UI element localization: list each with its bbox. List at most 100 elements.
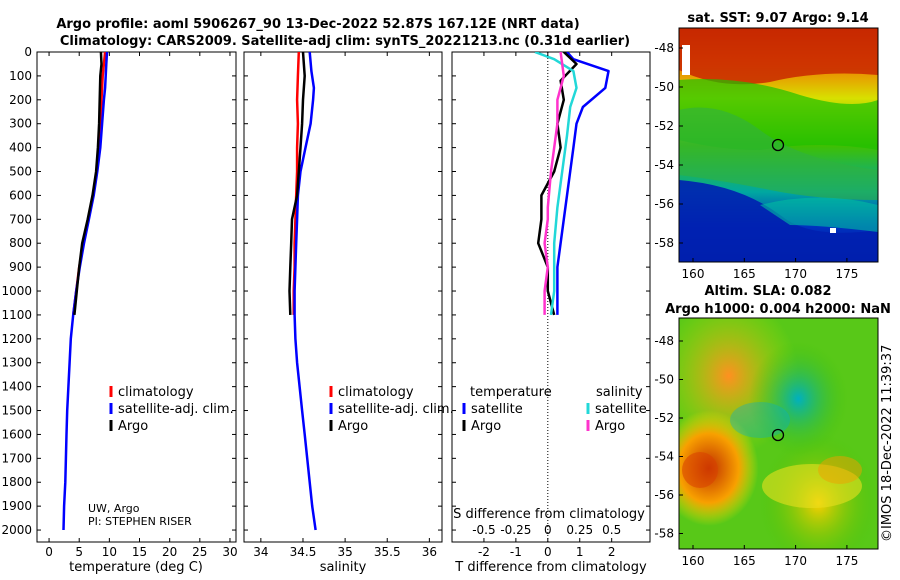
- lat-tick-label: -54: [654, 450, 674, 464]
- x-tick-label: 36: [422, 545, 437, 559]
- sst-lon-axis: 160 165 170 175: [682, 258, 858, 281]
- legend-label-temp-satellite: satellite: [471, 402, 523, 417]
- argo-location-marker-sla: [771, 428, 785, 442]
- difference-x-axis: -2 -1 0 1 2: [478, 52, 616, 559]
- x-tick-label: 0: [45, 545, 53, 559]
- lon-tick-label: 175: [835, 267, 858, 281]
- series-line-temperature-satellite: [556, 52, 610, 315]
- lat-tick-label: -56: [654, 197, 674, 211]
- depth-tick-label: 2000: [1, 523, 32, 537]
- depth-axis: 0 100 200 300 400 500 600 700 800 900 1000 1100 1200…: [1, 45, 650, 537]
- depth-tick-label: 1600: [1, 427, 32, 441]
- salinity-xlabel: salinity: [320, 560, 367, 575]
- sla-panel-title-2: Argo h1000: 0.004 h2000: NaN: [665, 302, 891, 317]
- lat-tick-label: -52: [654, 119, 674, 133]
- salinity-difference-x-axis: -0.5 -0.25 0 0.25 0.5: [472, 523, 621, 537]
- sla-map: [678, 317, 879, 550]
- x-tick-label: 10: [102, 545, 117, 559]
- salinity-panel-frame: [243, 51, 443, 543]
- salinity-plot: [288, 52, 317, 531]
- lon-tick-label: 160: [682, 554, 705, 568]
- argo-location-marker: [771, 138, 785, 152]
- lat-tick-label: -56: [654, 488, 674, 502]
- lon-tick-label: 160: [682, 267, 705, 281]
- x-tick-label: 35.5: [374, 545, 401, 559]
- depth-tick-label: 200: [9, 93, 32, 107]
- series-line-salinity-satellite: [534, 52, 578, 316]
- s-diff-tick-label: 0: [544, 523, 552, 537]
- sla-lat-axis: -48 -50 -52 -54 -56 -58: [654, 334, 683, 541]
- legend-label-climatology: climatology: [118, 385, 194, 400]
- lat-tick-label: -58: [654, 236, 674, 250]
- depth-tick-label: 500: [9, 165, 32, 179]
- difference-panel-frame: [451, 51, 651, 543]
- lat-tick-label: -50: [654, 80, 674, 94]
- series-line-salinity-argo: [543, 52, 566, 315]
- lon-tick-label: 170: [784, 554, 807, 568]
- depth-tick-label: 1700: [1, 451, 32, 465]
- legend-label-argo: Argo: [338, 419, 368, 434]
- lat-tick-label: -48: [654, 41, 674, 55]
- depth-tick-label: 900: [9, 260, 32, 274]
- difference-legend: temperature salinity satellite Argo sate…: [462, 385, 647, 434]
- x-tick-label: -2: [478, 545, 490, 559]
- temperature-x-axis: 0 5 10 15 20 25 30: [45, 52, 238, 559]
- temperature-xlabel: temperature (deg C): [69, 560, 203, 575]
- figure-title-line2: Climatology: CARS2009. Satellite-adj cli…: [60, 34, 630, 49]
- lat-tick-label: -58: [654, 527, 674, 541]
- depth-tick-label: 400: [9, 141, 32, 155]
- sst-lat-axis: -48 -50 -52 -54 -56 -58: [654, 41, 683, 250]
- s-diff-tick-label: 0.5: [602, 523, 621, 537]
- x-tick-label: 0: [544, 545, 552, 559]
- lon-tick-label: 165: [733, 554, 756, 568]
- depth-tick-label: 1000: [1, 284, 32, 298]
- depth-tick-label: 800: [9, 236, 32, 250]
- x-tick-label: 1: [576, 545, 584, 559]
- salinity-legend: climatology satellite-adj. clim. Argo: [329, 385, 454, 434]
- depth-tick-label: 100: [9, 69, 32, 83]
- figure-title-line1: Argo profile: aoml 5906267_90 13-Dec-202…: [56, 17, 579, 32]
- temperature-panel-frame: [36, 51, 237, 543]
- series-line-argo: [288, 52, 306, 315]
- depth-tick-label: 700: [9, 212, 32, 226]
- x-tick-label: 5: [75, 545, 83, 559]
- s-diff-tick-label: -0.5: [472, 523, 495, 537]
- x-tick-label: 35: [337, 545, 352, 559]
- legend-label-sal-satellite: satellite: [595, 402, 647, 417]
- sst-map: [678, 27, 879, 263]
- lat-tick-label: -52: [654, 411, 674, 425]
- difference-xlabel: T difference from climatology: [454, 560, 647, 575]
- depth-tick-label: 0: [24, 45, 32, 59]
- temperature-plot: [62, 52, 109, 531]
- x-tick-label: 20: [162, 545, 177, 559]
- sst-panel-title: sat. SST: 9.07 Argo: 9.14: [687, 11, 868, 26]
- legend-label-climatology: climatology: [338, 385, 414, 400]
- legend-title-salinity: salinity: [596, 385, 643, 400]
- x-tick-label: 2: [608, 545, 616, 559]
- depth-tick-label: 1400: [1, 380, 32, 394]
- lon-tick-label: 165: [733, 267, 756, 281]
- depth-tick-label: 1900: [1, 499, 32, 513]
- lon-tick-label: 170: [784, 267, 807, 281]
- legend-label-temp-argo: Argo: [471, 419, 501, 434]
- sla-panel-title-1: Altim. SLA: 0.082: [705, 284, 832, 299]
- legend-label-satellite: satellite-adj. clim.: [118, 402, 234, 417]
- legend-title-temperature: temperature: [470, 385, 552, 400]
- difference-top-xlabel: S difference from climatology: [453, 507, 645, 522]
- credit-pi: PI: STEPHEN RISER: [88, 515, 192, 528]
- s-diff-tick-label: 0.25: [566, 523, 593, 537]
- s-diff-tick-label: -0.25: [500, 523, 531, 537]
- depth-tick-label: 600: [9, 188, 32, 202]
- temperature-legend: climatology satellite-adj. clim. Argo: [109, 385, 234, 434]
- lon-tick-label: 175: [835, 554, 858, 568]
- series-line-satellite-adj-clim-: [293, 52, 317, 531]
- series-line-argo: [73, 52, 103, 316]
- lat-tick-label: -50: [654, 373, 674, 387]
- x-tick-label: 34.5: [290, 545, 317, 559]
- imos-watermark: ©IMOS 18-Dec-2022 11:39:37: [880, 345, 895, 542]
- depth-tick-label: 1200: [1, 332, 32, 346]
- legend-label-satellite: satellite-adj. clim.: [338, 402, 454, 417]
- depth-tick-label: 300: [9, 117, 32, 131]
- x-tick-label: 25: [192, 545, 207, 559]
